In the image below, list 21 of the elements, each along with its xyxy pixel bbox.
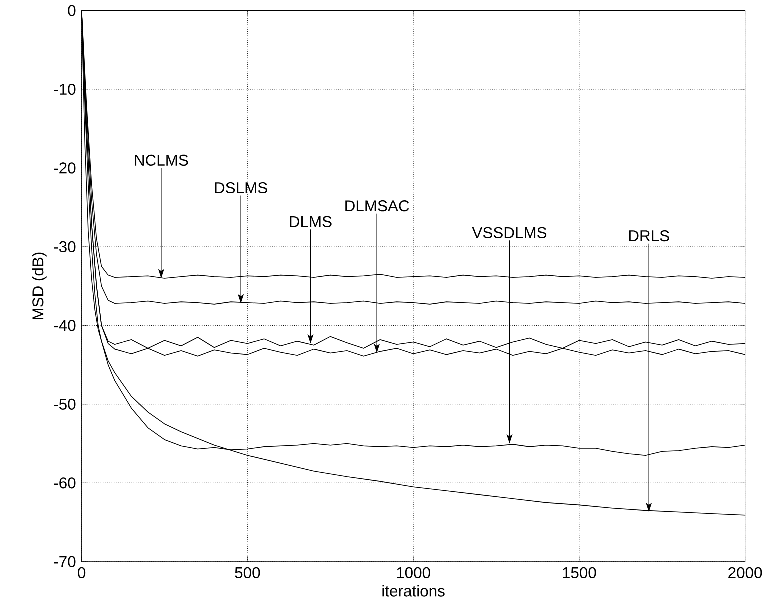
- y-tick-label: -30: [54, 241, 76, 252]
- x-tick-label: 2000: [728, 567, 762, 578]
- y-tick-label: -40: [54, 320, 76, 332]
- y-tick-label: -20: [54, 162, 76, 174]
- x-tick-label: 1000: [397, 567, 430, 578]
- y-axis-title: MSD (dB): [32, 252, 47, 320]
- y-tick-label: -10: [54, 84, 76, 96]
- y-tick-label: -50: [54, 398, 76, 410]
- annotation: VSSDLMS: [472, 227, 547, 238]
- x-axis-title: iterations: [382, 585, 445, 597]
- annotation: DRLS: [629, 230, 670, 242]
- y-tick-label: 0: [68, 5, 76, 16]
- annotation: NCLMS: [135, 154, 188, 166]
- x-tick-label: 500: [235, 567, 260, 578]
- x-tick-label: 0: [78, 567, 86, 578]
- annotation: DLMSAC: [346, 200, 410, 212]
- y-tick-label: -60: [54, 478, 76, 489]
- annotation: DLMS: [290, 216, 332, 228]
- x-tick-label: 1500: [563, 567, 596, 578]
- y-tick-label: -70: [54, 556, 76, 568]
- annotation: DSLMS: [215, 182, 268, 194]
